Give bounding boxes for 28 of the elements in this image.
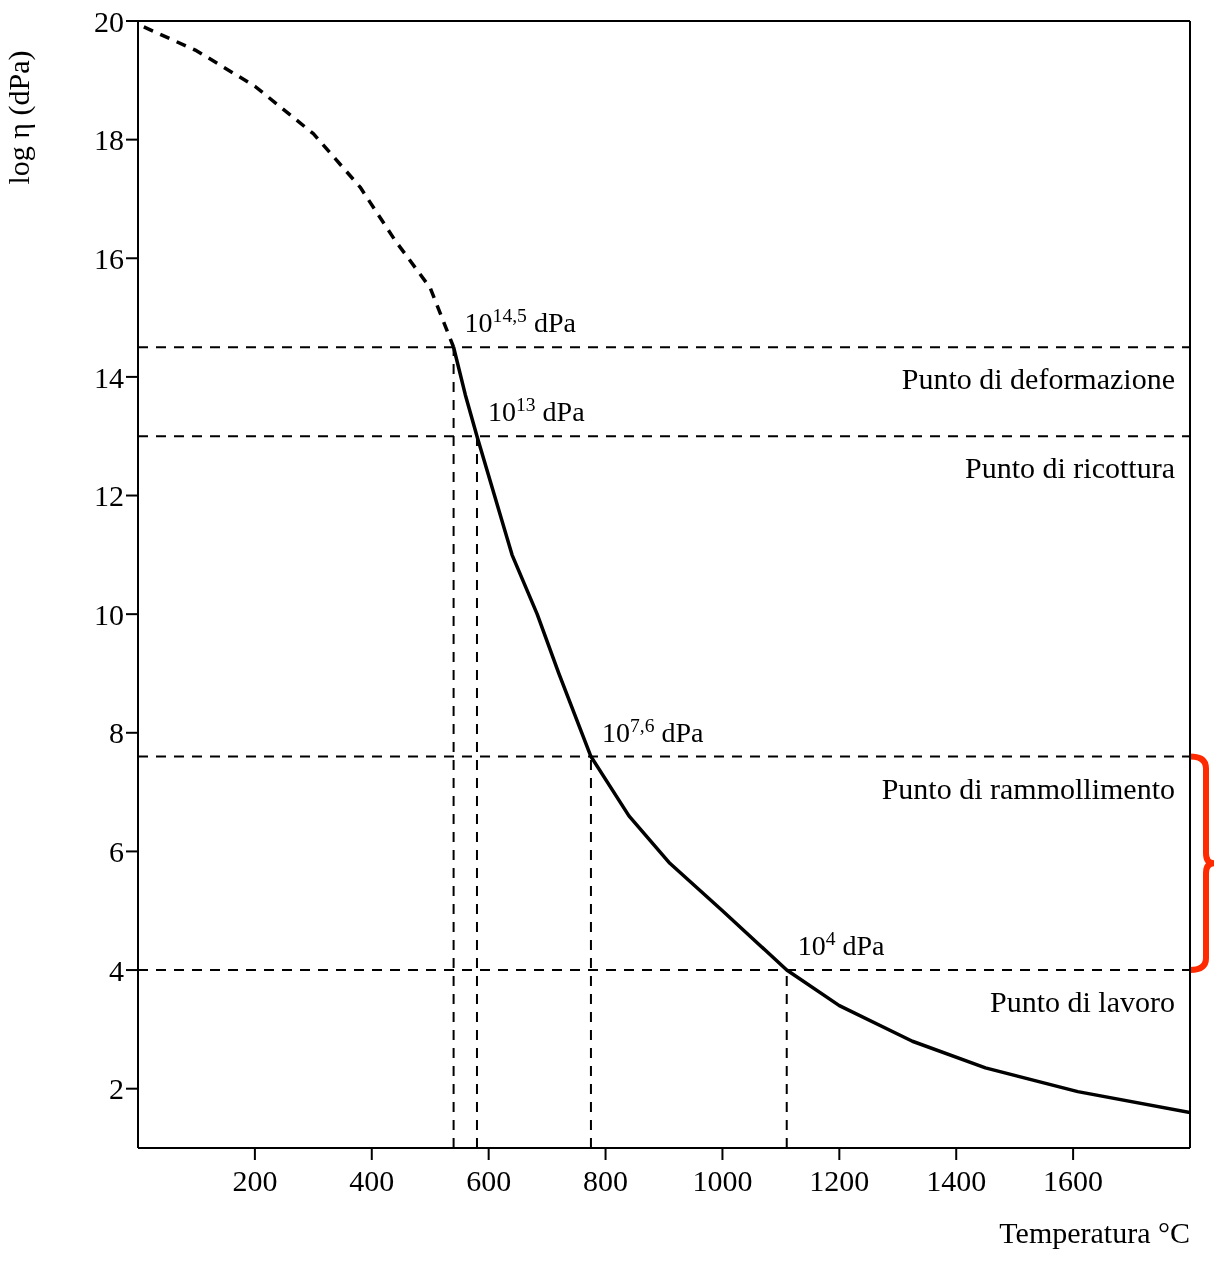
y-tick-label: 16 [94, 241, 124, 275]
x-tick-label: 1200 [809, 1164, 870, 1198]
annotation: 10$^{14,5}$ dPa [464, 304, 577, 339]
x-tick-label: 200 [232, 1164, 278, 1198]
x-tick-label: 800 [583, 1164, 629, 1198]
x-tick-label: 400 [349, 1164, 395, 1198]
y-tick-label: 12 [94, 479, 124, 513]
y-tick-label: 6 [109, 835, 124, 869]
ref-line-label: Punto di rammollimento [881, 771, 1175, 805]
y-tick-label: 10 [94, 597, 124, 631]
y-tick-label: 8 [109, 716, 124, 750]
annotation: 10$^{13}$ dPa [487, 393, 586, 428]
y-tick-label: 14 [94, 360, 124, 394]
y-axis-title: log η (dPa) [1, 50, 36, 185]
y-tick-label: 2 [109, 1072, 124, 1106]
ref-line-label: Punto di ricottura [965, 451, 1175, 485]
y-tick-label: 20 [94, 4, 124, 38]
x-tick-label: 600 [466, 1164, 512, 1198]
y-tick-label: 18 [94, 123, 124, 157]
ref-line-label: Punto di deformazione [901, 362, 1175, 396]
ref-line-label: Punto di lavoro [990, 985, 1175, 1019]
y-tick-label: 4 [109, 953, 124, 987]
x-tick-label: 1600 [1043, 1164, 1104, 1198]
x-tick-label: 1400 [926, 1164, 987, 1198]
x-axis-title: Temperatura °C [999, 1216, 1190, 1249]
x-tick-label: 1000 [692, 1164, 753, 1198]
annotation: 10$^{4}$ dPa [797, 927, 886, 962]
annotation: 10$^{7,6}$ dPa [601, 714, 705, 748]
